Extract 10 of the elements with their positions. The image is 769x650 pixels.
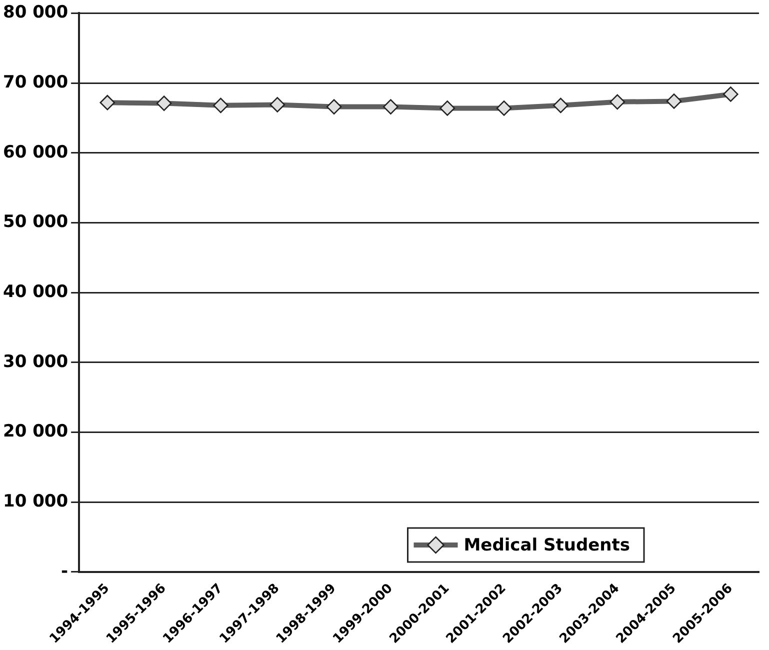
legend-label: Medical Students xyxy=(464,535,630,556)
y-tick-label: 30 000 xyxy=(3,352,68,372)
y-tick-label: 50 000 xyxy=(3,212,68,232)
y-tick-label: 70 000 xyxy=(3,72,68,92)
y-tick-label: 60 000 xyxy=(3,142,68,162)
y-tick-label: 10 000 xyxy=(3,492,68,512)
y-tick-label: - xyxy=(61,561,68,582)
y-tick-label: 40 000 xyxy=(3,282,68,302)
y-tick-label: 80 000 xyxy=(3,2,68,23)
y-tick-label: 20 000 xyxy=(3,422,68,442)
